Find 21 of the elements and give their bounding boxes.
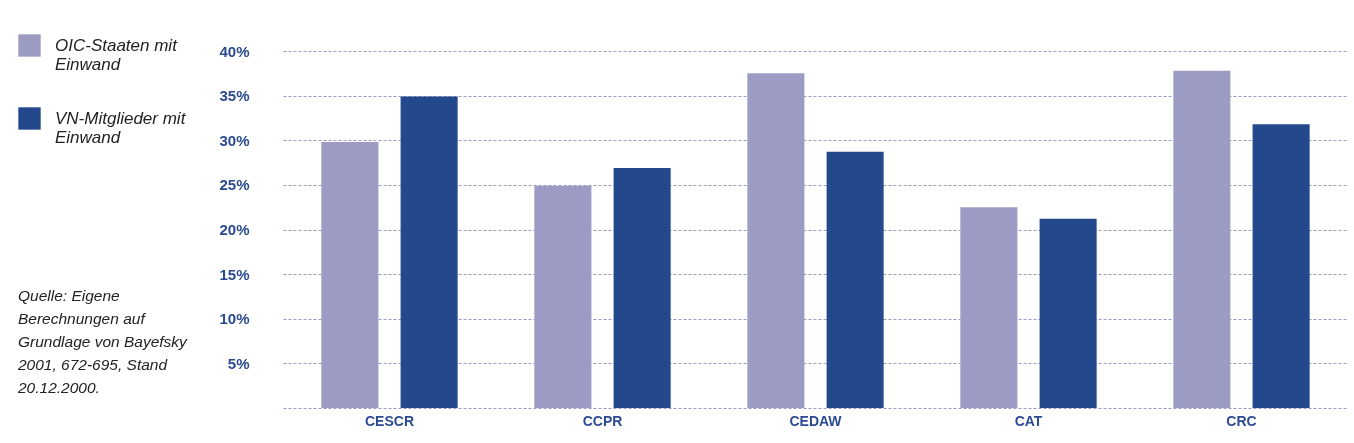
y-tick-label: 5% — [227, 354, 250, 372]
x-tick-label: CEDAW — [789, 412, 843, 429]
x-tick-label: CCPR — [582, 412, 623, 429]
bar — [1252, 124, 1310, 408]
bar — [613, 167, 671, 408]
source-note: Quelle: Eigene Berechnungen auf Grundlage von Bayefsky 2001, 672-695, Stand 20.12.2000. — [18, 286, 189, 398]
legend-label: VN-Mitglieder mit Einwand — [55, 108, 187, 147]
x-tick-label: CESCR — [364, 412, 415, 429]
bar — [826, 151, 884, 408]
bar — [1039, 218, 1097, 408]
y-tick-label: 15% — [219, 265, 250, 283]
legend-label: OIC-Staaten mit Einwand — [55, 35, 179, 74]
y-tick-label: 35% — [219, 87, 250, 105]
y-tick-label: 30% — [219, 131, 250, 149]
x-tick-label: CRC — [1226, 412, 1257, 429]
y-tick-label: 25% — [219, 176, 250, 194]
y-tick-label: 20% — [219, 221, 250, 238]
x-tick-label: CAT — [1014, 412, 1043, 429]
y-tick-label: 40% — [219, 42, 250, 60]
y-tick-label: 10% — [219, 310, 250, 328]
bar — [400, 96, 458, 408]
